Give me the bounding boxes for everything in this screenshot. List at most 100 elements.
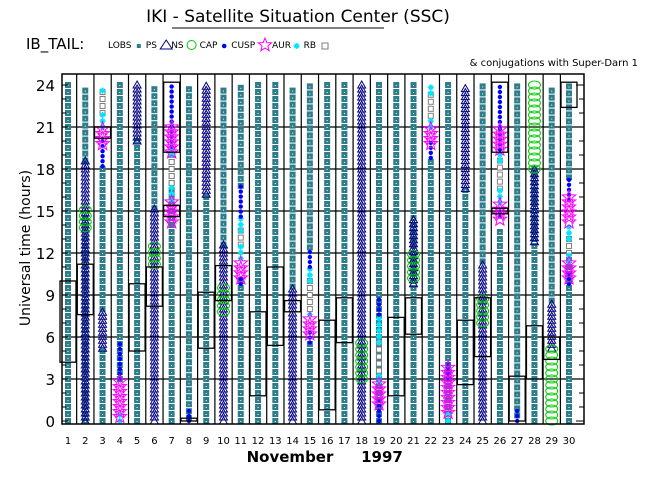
lobs-marker-dot — [188, 313, 190, 315]
ns-marker — [476, 318, 490, 328]
lobs-marker-dot — [171, 239, 173, 240]
lobs-marker-dot — [568, 414, 570, 415]
lobs-marker-dot — [67, 162, 69, 163]
lobs-marker-dot — [188, 89, 190, 91]
lobs-marker-dot — [309, 233, 311, 235]
lobs-marker-dot — [309, 156, 311, 158]
lobs-marker-dot — [551, 146, 553, 148]
lobs-marker-dot — [413, 400, 415, 401]
lobs-marker-dot — [171, 309, 173, 310]
legend-marker-lobs — [136, 44, 141, 48]
cap-marker — [566, 281, 572, 286]
lobs-marker-dot — [292, 265, 294, 267]
ns-segment — [216, 283, 230, 317]
lobs-marker-dot — [240, 288, 242, 289]
lobs-marker-dot — [67, 120, 69, 121]
lobs-marker-dot — [395, 323, 397, 324]
ps-marker — [356, 79, 367, 89]
lobs-marker-dot — [395, 169, 397, 170]
lobs-marker-dot — [343, 134, 345, 135]
ns-marker — [147, 253, 161, 263]
cusp-marker — [232, 259, 249, 276]
lobs-marker-dot — [516, 114, 518, 116]
conjugation-box — [387, 316, 405, 397]
lobs-marker-dot — [447, 246, 449, 247]
cusp-marker — [440, 369, 457, 385]
lobs-marker-dot — [413, 176, 415, 177]
lobs-marker-dot — [464, 204, 466, 205]
lobs-marker-dot — [343, 337, 345, 338]
lobs-marker-dot — [257, 141, 259, 142]
cap-marker — [497, 84, 503, 90]
lobs-marker-dot — [447, 316, 449, 317]
conjugation-box — [197, 291, 215, 349]
lobs-marker-dot — [119, 309, 121, 310]
lobs-marker-dot — [568, 421, 570, 422]
lobs-marker-dot — [67, 99, 69, 100]
lobs-marker-dot — [257, 176, 259, 177]
lobs-marker-dot — [551, 181, 553, 183]
lobs-marker-dot — [568, 337, 570, 338]
lobs-marker-dot — [343, 232, 345, 233]
cap-marker — [428, 140, 433, 145]
aur-marker — [116, 418, 123, 424]
x-tick-label: 2 — [82, 436, 88, 447]
lobs-marker-dot — [413, 316, 415, 317]
lobs-marker-dot — [205, 309, 207, 310]
lobs-marker-dot — [395, 225, 397, 226]
cusp-marker — [560, 188, 578, 205]
aur-marker — [375, 315, 382, 322]
y-tick-label: 6 — [45, 329, 55, 347]
lobs-marker-dot — [326, 358, 328, 359]
aur-segment — [445, 412, 452, 424]
lobs-marker-dot — [274, 337, 276, 338]
lobs-marker-dot — [464, 400, 466, 401]
lobs-marker-dot — [343, 127, 345, 128]
lobs-marker-dot — [447, 120, 449, 121]
lobs-marker-dot — [102, 400, 104, 401]
rb-marker — [375, 353, 382, 360]
lobs-marker-dot — [292, 118, 294, 120]
lobs-marker-dot — [430, 386, 432, 387]
lobs-marker-dot — [378, 176, 380, 177]
lobs-marker-dot — [516, 100, 518, 102]
lobs-marker-dot — [326, 183, 328, 184]
lobs-marker-dot — [326, 239, 328, 240]
lobs-marker-dot — [188, 299, 190, 301]
lobs-marker-dot — [499, 414, 501, 415]
day-column — [370, 82, 387, 424]
cusp-marker — [422, 130, 439, 146]
ns-marker — [407, 261, 421, 271]
lobs-marker-dot — [447, 148, 449, 149]
lobs-marker-dot — [188, 145, 190, 147]
lobs-marker-dot — [205, 267, 207, 268]
lobs-marker-dot — [568, 170, 570, 172]
ns-marker — [527, 92, 541, 102]
lobs-marker-dot — [430, 260, 432, 261]
lobs-marker-dot — [378, 239, 380, 240]
lobs-marker-dot — [205, 218, 207, 219]
lobs-marker-dot — [292, 272, 294, 274]
day-column — [180, 86, 198, 424]
conjugation-box — [283, 299, 302, 313]
ns-marker — [476, 312, 490, 322]
ns-marker — [216, 289, 230, 299]
lobs-marker-dot — [153, 194, 155, 196]
lobs-marker-dot — [222, 146, 224, 148]
lobs-marker-dot — [222, 118, 224, 120]
aur-marker — [375, 339, 382, 346]
x-tick-label: 22 — [424, 436, 437, 447]
cap-marker — [376, 307, 382, 312]
lobs-marker-dot — [326, 211, 328, 212]
lobs-marker-dot — [102, 239, 104, 240]
lobs-marker-dot — [326, 232, 328, 233]
cap-marker — [497, 94, 503, 100]
lobs-marker-dot — [464, 337, 466, 338]
rb-marker — [168, 180, 175, 186]
ns-marker — [545, 398, 559, 408]
lobs-marker-dot — [84, 358, 86, 359]
ps-segment — [132, 79, 142, 145]
lobs-marker-dot — [378, 281, 380, 282]
y-tick-label: 15 — [36, 203, 55, 221]
rb-marker — [375, 367, 382, 374]
